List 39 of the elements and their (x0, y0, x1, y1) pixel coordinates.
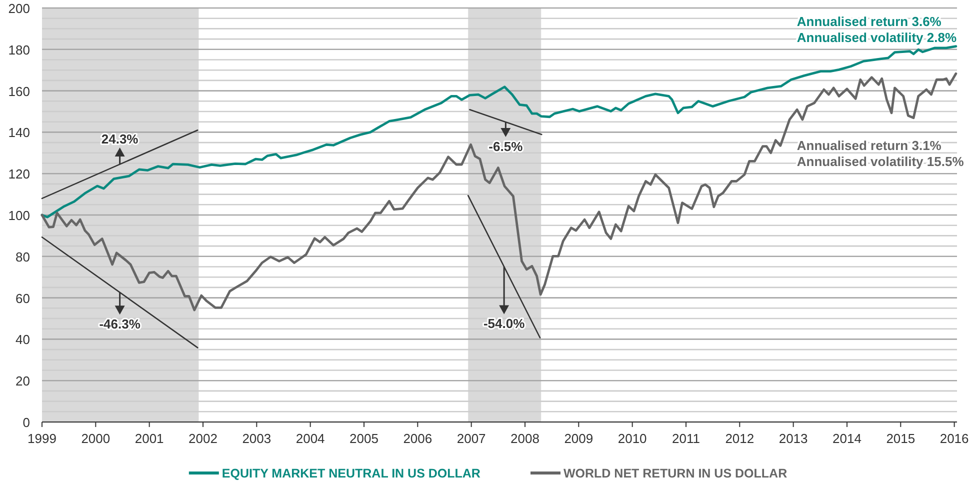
y-tick-label: 40 (16, 332, 30, 348)
x-tick-label: 2007 (456, 431, 486, 446)
x-tick-label: 1999 (28, 431, 56, 446)
x-tick-label: 2006 (403, 431, 432, 446)
x-tick-label: 2013 (778, 431, 808, 446)
legend-label: -54.0% (483, 316, 526, 332)
y-tick-label: 60 (16, 290, 30, 306)
x-tick-label: 2003 (242, 431, 272, 446)
x-tick-label: 2014 (832, 431, 862, 446)
text: WORLD NET RETURN IN US DOLLAR (564, 466, 788, 480)
x-tick-label: 2002 (188, 431, 218, 446)
x-tick-label: 2016 (940, 431, 969, 446)
annotation: Annualised volatility 15.5% (796, 154, 964, 169)
x-tick-label: 2001 (134, 431, 164, 446)
y-tick-label: 200 (8, 1, 30, 16)
annotation: Annualised return 3.1% (796, 138, 942, 153)
y-tick-label: 0 (22, 415, 30, 430)
text: EQUITY MARKET NEUTRAL IN US DOLLAR (222, 466, 480, 480)
y-tick-label: 140 (8, 125, 30, 140)
x-tick-label: 2009 (564, 431, 594, 446)
x-tick-label: 2011 (672, 431, 700, 446)
y-tick-label: 160 (8, 84, 30, 99)
legend-label: -6.5% (488, 138, 524, 154)
y-tick-label: 80 (16, 249, 30, 264)
legend-label: -46.3% (99, 316, 141, 332)
x-tick-label: 2010 (618, 431, 647, 446)
x-tick-label: 2008 (510, 431, 540, 446)
y-tick-label: 100 (8, 208, 30, 223)
x-tick-label: 2000 (81, 431, 110, 446)
x-tick-label: 2015 (886, 431, 916, 446)
x-tick-label: 2012 (725, 431, 754, 446)
x-tick-label: 2005 (350, 431, 378, 446)
y-tick-label: 120 (8, 166, 30, 182)
annotation: Annualised volatility 2.8% (796, 30, 957, 45)
annotation: Annualised return 3.6% (796, 14, 942, 29)
y-tick-label: 20 (16, 374, 30, 389)
series-label: 24.3% (101, 132, 139, 147)
x-tick-label: 2004 (296, 431, 325, 446)
y-tick-label: 180 (8, 42, 30, 58)
